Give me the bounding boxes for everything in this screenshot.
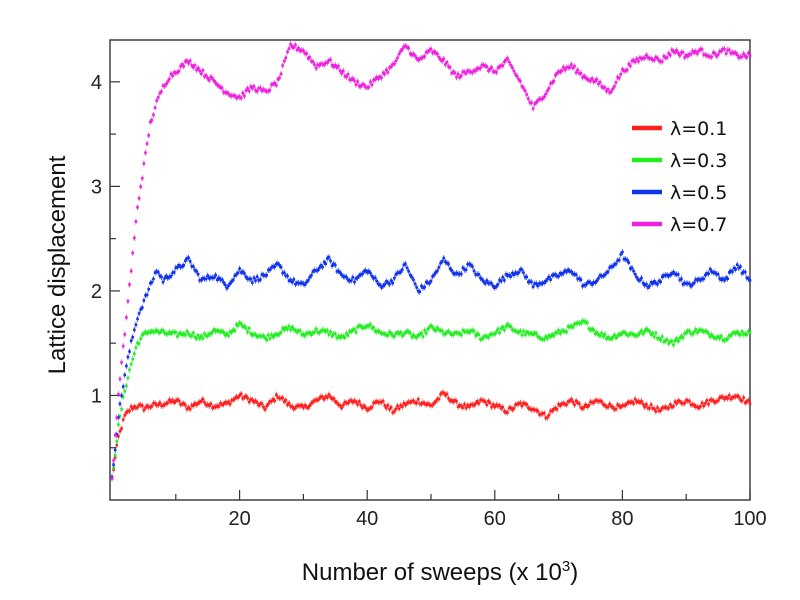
legend-item: λ=0.5 bbox=[632, 182, 727, 204]
data-point bbox=[748, 331, 752, 335]
legend: λ=0.1 λ=0.3 λ=0.5 λ=0.7 bbox=[632, 118, 727, 236]
data-point bbox=[748, 402, 752, 406]
series-2 bbox=[110, 317, 752, 481]
y-axis-title: Lattice displacement bbox=[44, 155, 71, 374]
x-tick-label: 100 bbox=[733, 508, 766, 530]
legend-label: λ=0.5 bbox=[670, 182, 727, 204]
legend-label: λ=0.3 bbox=[670, 150, 727, 172]
x-tick-label: 80 bbox=[611, 508, 633, 530]
x-tick-label: 60 bbox=[484, 508, 506, 530]
axis-ticks: 20 40 60 80 100 1 2 3 4 bbox=[91, 72, 767, 530]
series-1 bbox=[110, 389, 752, 482]
y-tick-label: 2 bbox=[91, 281, 102, 303]
data-point bbox=[748, 279, 752, 282]
legend-item: λ=0.7 bbox=[632, 214, 727, 236]
legend-item: λ=0.1 bbox=[632, 118, 727, 140]
x-axis-title: Number of sweeps (x 103) bbox=[302, 558, 578, 586]
x-tick-label: 40 bbox=[356, 508, 378, 530]
legend-label: λ=0.7 bbox=[670, 214, 727, 236]
legend-label: λ=0.1 bbox=[670, 118, 727, 140]
y-tick-label: 3 bbox=[91, 176, 102, 198]
legend-item: λ=0.3 bbox=[632, 150, 727, 172]
series-layer bbox=[110, 41, 752, 482]
series-4 bbox=[110, 41, 752, 482]
series-3 bbox=[110, 249, 752, 480]
y-tick-label: 1 bbox=[91, 385, 102, 407]
plot-frame bbox=[109, 39, 751, 501]
x-tick-label: 20 bbox=[228, 508, 250, 530]
y-tick-label: 4 bbox=[91, 72, 102, 94]
data-point bbox=[748, 54, 752, 57]
